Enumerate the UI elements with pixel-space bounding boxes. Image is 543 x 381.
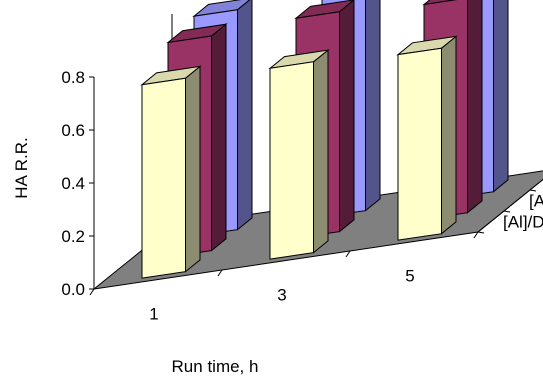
bar-side (339, 0, 355, 233)
bar-front (141, 77, 186, 279)
x-axis-title: Run time, h (172, 357, 259, 376)
x-tick (473, 231, 479, 239)
y-axis-title: HA R.R. (12, 137, 31, 198)
x-tick (217, 269, 223, 277)
bar (396, 35, 458, 241)
bar-side (185, 65, 201, 273)
bar-front (269, 61, 314, 260)
y-tick-label: 0.0 (61, 280, 85, 299)
x-tick-label: 5 (405, 267, 414, 286)
bar-front (397, 47, 442, 241)
x-tick (345, 250, 351, 258)
bars-group (140, 0, 509, 279)
y-tick-label: 0.6 (61, 121, 85, 140)
x-tick-label: 3 (277, 286, 286, 305)
bar-side (467, 0, 483, 214)
series-label: [Al]/DOC=2 (529, 192, 543, 211)
x-tick (89, 288, 95, 296)
bar-side (365, 0, 381, 212)
depth-tick (503, 210, 511, 213)
bar-side (237, 0, 253, 231)
y-tick-label: 0.4 (61, 174, 85, 193)
bar-side (211, 23, 227, 252)
depth-axis-line (477, 178, 543, 233)
x-tick-label: 1 (149, 305, 158, 324)
bar (140, 65, 202, 279)
bar-side (313, 49, 329, 254)
depth-tick (477, 231, 485, 234)
y-tick-label: 0.8 (61, 68, 85, 87)
depth-tick (529, 189, 537, 192)
bar (268, 49, 330, 260)
y-tick-label: 0.2 (61, 227, 85, 246)
bar-side (441, 35, 457, 235)
series-label: [Al]/DOC=14 (503, 213, 543, 232)
bar-side (493, 0, 509, 193)
axes-group: HA R.R. Run time, h 0.0 0.2 0.4 0.6 0.8 1 3 5 [A… (12, 68, 543, 376)
